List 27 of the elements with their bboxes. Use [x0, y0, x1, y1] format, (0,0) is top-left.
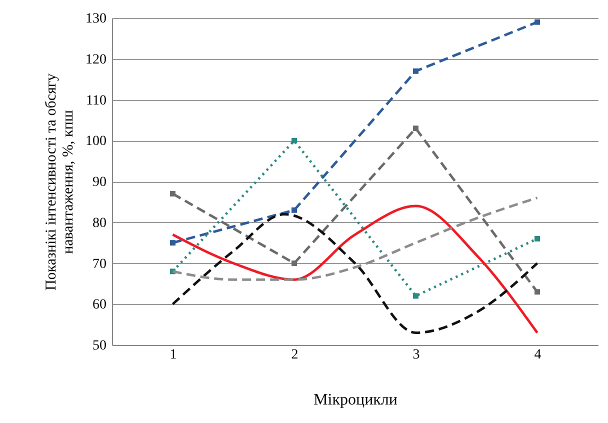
point — [292, 207, 297, 213]
point — [413, 293, 418, 299]
point — [170, 240, 176, 246]
y-tick-label: 120 — [86, 52, 106, 68]
x-tick-label: 1 — [170, 348, 177, 362]
point — [413, 68, 418, 74]
point — [413, 126, 418, 132]
y-tick-label: 70 — [92, 256, 106, 272]
x-tick-label: 4 — [534, 348, 542, 362]
y-tick-label: 130 — [86, 12, 106, 26]
y-axis-title: Показнікі інтенсивності та обсягу навантаження, %, кпш — [44, 72, 76, 291]
point — [534, 289, 540, 295]
point — [534, 19, 540, 25]
y-tick-label: 60 — [92, 298, 106, 313]
x-tick-label: 3 — [412, 348, 420, 362]
point — [534, 236, 540, 242]
point — [170, 191, 176, 196]
point — [292, 260, 297, 266]
y-tick-label: 50 — [92, 338, 106, 354]
x-axis-title: Мікроцикли — [314, 392, 398, 408]
y-tick-label: 100 — [86, 134, 106, 150]
y-tick-label: 80 — [92, 216, 106, 231]
point — [292, 138, 297, 144]
x-tick-label: 2 — [291, 348, 298, 362]
line-series — [172, 196, 538, 281]
y-tick-label: 110 — [86, 93, 106, 108]
y-tick-label: 90 — [92, 175, 106, 190]
